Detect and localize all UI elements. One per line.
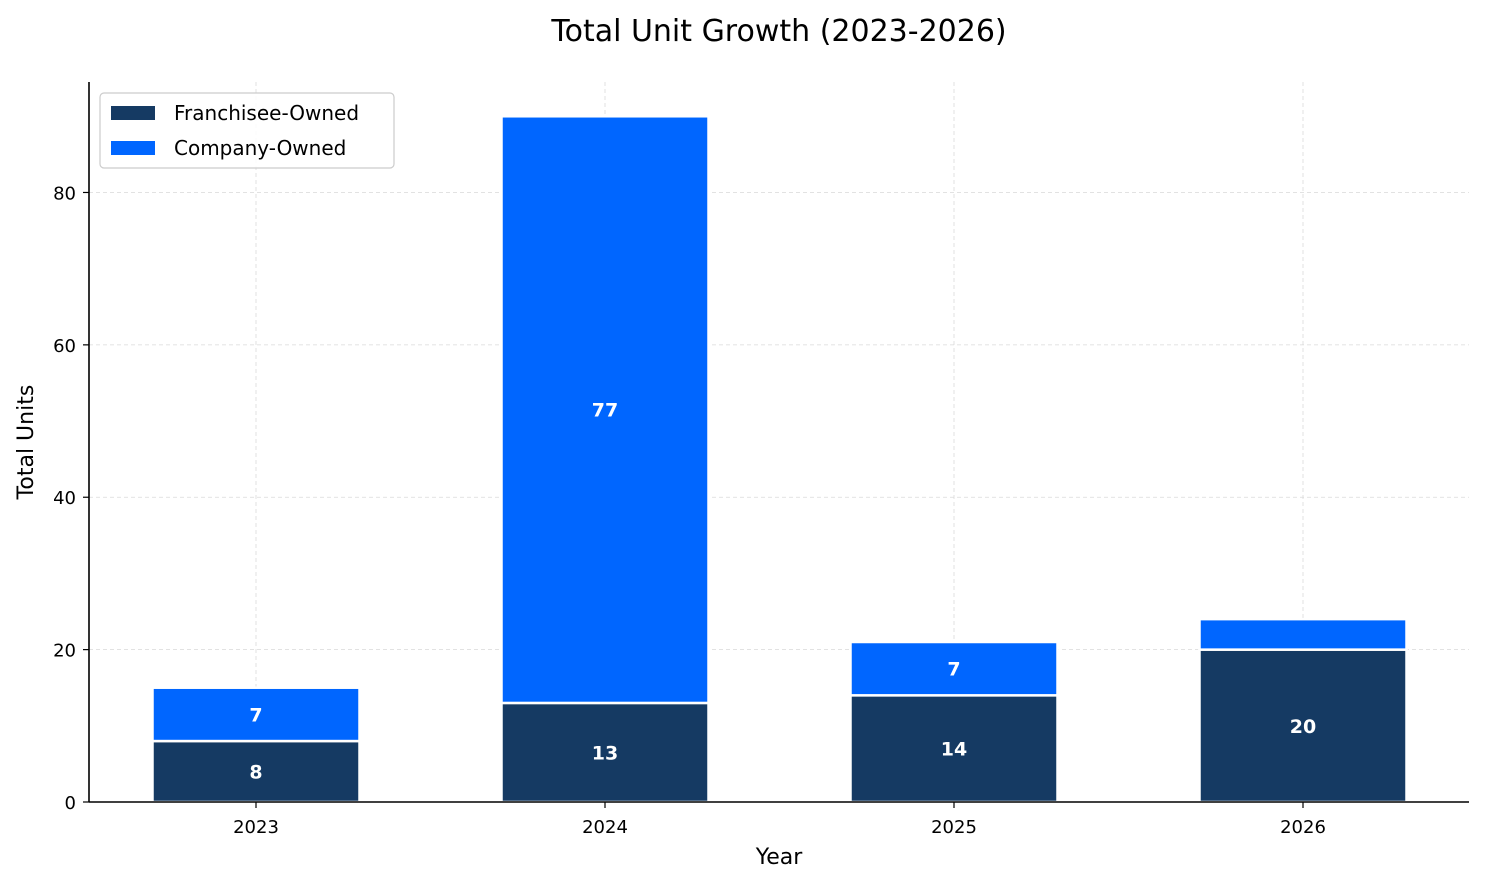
bar-franchisee-owned-2026: [1198, 648, 1408, 804]
y-tick-label-20: 20: [53, 641, 76, 662]
bar-label-franchisee-owned-2025: 14: [941, 739, 967, 761]
legend-label-company: Company-Owned: [174, 136, 346, 160]
ticks: 0 20 40 60 80 2023 2024 2025 2026: [53, 183, 1326, 838]
x-tick-label-2023: 2023: [233, 817, 279, 838]
x-tick-label-2025: 2025: [931, 817, 977, 838]
bar-label-franchisee-owned-2023: 8: [249, 762, 262, 784]
y-tick-label-40: 40: [53, 488, 76, 509]
bar-label-company-owned-2025: 7: [947, 659, 960, 681]
bars: [151, 115, 1408, 804]
legend-label-franchisee: Franchisee-Owned: [174, 101, 359, 125]
y-tick-label-80: 80: [53, 183, 76, 204]
chart-title: Total Unit Growth (2023-2026): [550, 14, 1006, 49]
legend-swatch-company: [111, 141, 155, 155]
axes: [88, 82, 1469, 803]
x-tick-label-2026: 2026: [1280, 817, 1326, 838]
y-axis-title: Total Units: [14, 385, 39, 501]
bar-franchisee-owned-2025: [849, 694, 1059, 804]
legend-frame: [99, 92, 395, 169]
legend-swatch-franchisee: [111, 106, 155, 120]
bar-label-franchisee-owned-2026: 20: [1290, 716, 1316, 738]
y-tick-label-0: 0: [65, 793, 76, 814]
bar-company-owned-2025: [849, 640, 1059, 697]
x-axis-title: Year: [755, 845, 804, 870]
bar-label-company-owned-2023: 7: [249, 704, 262, 726]
bar-franchisee-owned-2023: [151, 739, 361, 804]
x-tick-label-2024: 2024: [582, 817, 628, 838]
y-tick-label-60: 60: [53, 336, 76, 357]
bar-company-owned-2023: [151, 686, 361, 743]
legend: Franchisee-Owned Company-Owned: [99, 92, 395, 169]
bar-label-franchisee-owned-2024: 13: [592, 742, 618, 764]
bar-company-owned-2024: [500, 115, 710, 705]
bar-company-owned-2026: [1198, 617, 1408, 651]
bar-label-company-owned-2024: 77: [592, 400, 618, 422]
